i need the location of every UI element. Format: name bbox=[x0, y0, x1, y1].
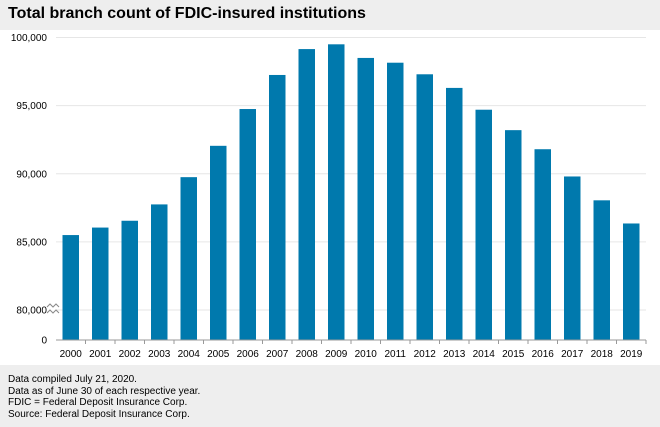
bar-2017 bbox=[564, 176, 581, 340]
x-tick-label: 2010 bbox=[355, 349, 378, 360]
gridlines bbox=[56, 37, 646, 311]
x-tick-label: 2018 bbox=[591, 349, 614, 360]
bar-2015 bbox=[505, 130, 522, 340]
bar-2004 bbox=[180, 177, 197, 340]
bar-series bbox=[62, 44, 640, 341]
x-tick-label: 2011 bbox=[384, 349, 406, 360]
x-tick-label: 2004 bbox=[178, 349, 201, 360]
y-tick-label: 100,000 bbox=[11, 33, 48, 44]
bar-2005 bbox=[210, 145, 227, 340]
x-tick-label: 2009 bbox=[325, 349, 348, 360]
bar-2001 bbox=[92, 227, 109, 340]
y-tick-label: 90,000 bbox=[16, 169, 47, 180]
bar-2006 bbox=[239, 109, 256, 340]
bar-2011 bbox=[387, 62, 404, 341]
x-tick-label: 2008 bbox=[296, 349, 319, 360]
footnote-fdic-definition: FDIC = Federal Deposit Insurance Corp. bbox=[8, 397, 188, 409]
footnote-data-as-of: Data as of June 30 of each respective ye… bbox=[8, 385, 201, 397]
bar-2018 bbox=[593, 200, 610, 340]
bar-2008 bbox=[298, 49, 315, 341]
bar-2014 bbox=[475, 109, 492, 341]
bar-2010 bbox=[357, 57, 374, 340]
bar-2012 bbox=[416, 74, 433, 340]
x-tick-label: 2019 bbox=[620, 349, 643, 360]
x-tick-label: 2001 bbox=[89, 349, 112, 360]
bar-2007 bbox=[269, 74, 286, 340]
x-axis-ticks: 2000 2001 2002 2003 2004 2005 2006 2007 2008 2009… bbox=[60, 340, 647, 360]
x-tick-label: 2005 bbox=[207, 349, 230, 360]
footnote-compiled: Data compiled July 21, 2020. bbox=[8, 374, 137, 385]
y-tick-label: 80,000 bbox=[16, 306, 47, 317]
axis-break-icon bbox=[46, 303, 60, 314]
bar-2016 bbox=[534, 149, 551, 340]
x-tick-label: 2000 bbox=[60, 349, 83, 360]
bar-2002 bbox=[121, 220, 138, 340]
x-tick-label: 2013 bbox=[443, 349, 466, 360]
bar-2019 bbox=[623, 223, 640, 340]
bar-2003 bbox=[151, 204, 168, 340]
bar-2013 bbox=[446, 87, 463, 340]
x-tick-label: 2014 bbox=[473, 349, 496, 360]
x-tick-label: 2003 bbox=[148, 349, 171, 360]
x-tick-label: 2015 bbox=[502, 349, 525, 360]
y-tick-label: 95,000 bbox=[16, 101, 47, 112]
chart-panel: 0 80,000 85,000 90,000 95,000 100,000 2000 200… bbox=[0, 30, 660, 365]
x-tick-label: 2016 bbox=[532, 349, 555, 360]
x-tick-label: 2007 bbox=[266, 349, 289, 360]
x-tick-label: 2002 bbox=[119, 349, 142, 360]
footnotes: Data compiled July 21, 2020. Data as of … bbox=[8, 374, 200, 420]
footnote-source: Source: Federal Deposit Insurance Corp. bbox=[8, 408, 190, 420]
chart-title: Total branch count of FDIC-insured insti… bbox=[8, 5, 366, 22]
bar-2000 bbox=[62, 235, 79, 340]
axis-break-zigzag bbox=[46, 309, 60, 314]
bar-2009 bbox=[328, 44, 345, 340]
y-axis-ticks: 0 80,000 85,000 90,000 95,000 100,000 bbox=[11, 33, 48, 347]
axis-break-zigzag bbox=[46, 303, 60, 308]
x-tick-label: 2012 bbox=[414, 349, 437, 360]
y-tick-label: 85,000 bbox=[16, 237, 47, 248]
y-tick-label: 0 bbox=[41, 336, 47, 347]
x-tick-label: 2006 bbox=[237, 349, 260, 360]
x-tick-label: 2017 bbox=[561, 349, 584, 360]
